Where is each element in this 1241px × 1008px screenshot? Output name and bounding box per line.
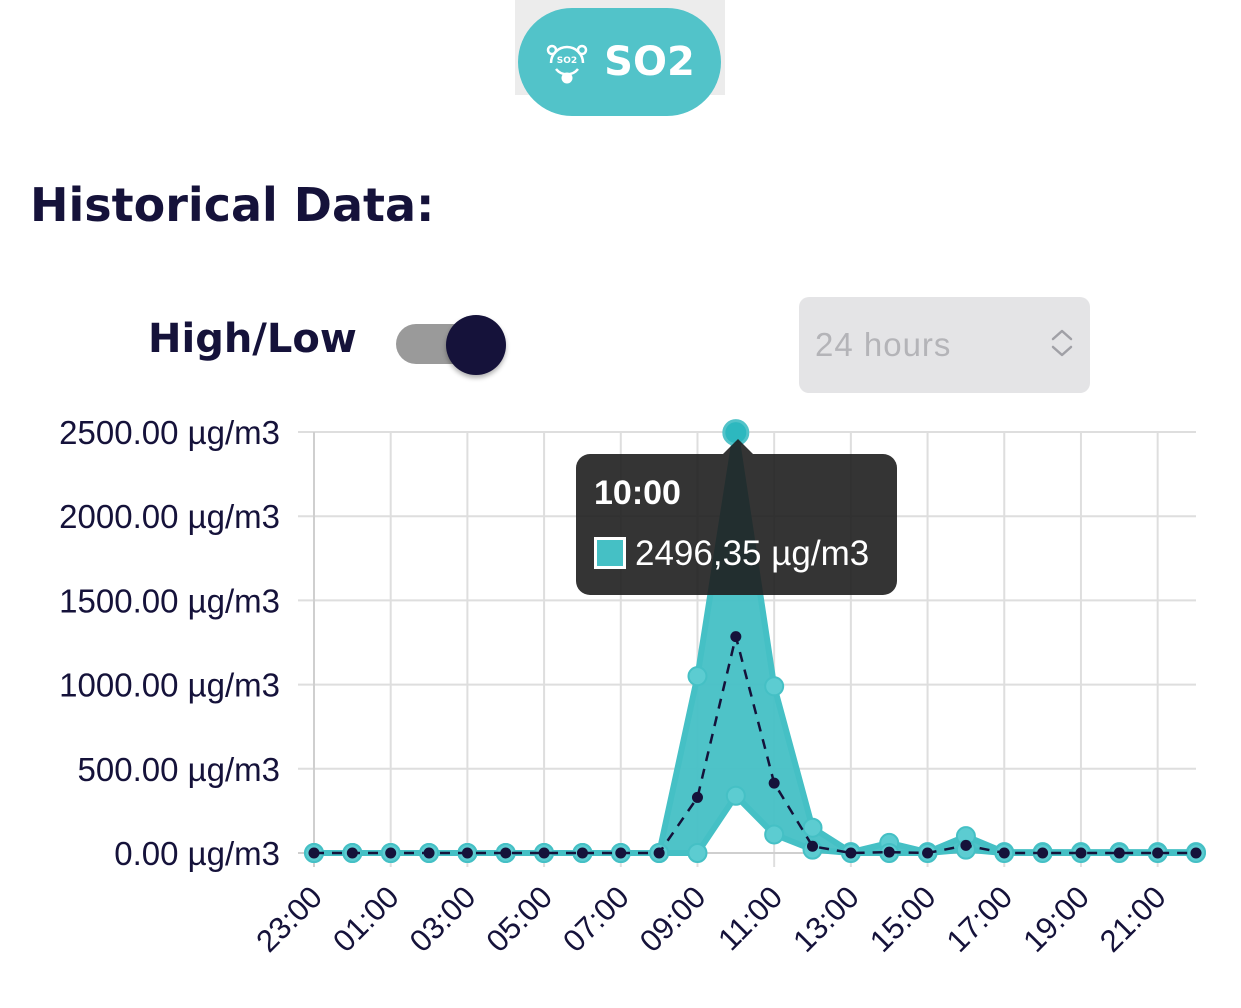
x-tick-label: 17:00 xyxy=(940,879,1020,959)
pollutant-tab-label: SO2 xyxy=(604,39,695,85)
average-point xyxy=(653,847,665,859)
average-point xyxy=(423,847,435,859)
time-range-value: 24 hours xyxy=(815,326,952,363)
x-tick-label: 19:00 xyxy=(1016,879,1096,959)
average-point xyxy=(576,847,588,859)
low-point xyxy=(764,824,785,845)
tooltip-swatch xyxy=(594,537,626,569)
toggle-knob[interactable] xyxy=(446,315,506,375)
average-point xyxy=(730,631,742,643)
average-point xyxy=(845,847,857,859)
y-tick-label: 2500.00 µg/m3 xyxy=(59,414,280,451)
so2-icon-text: SO2 xyxy=(557,56,577,66)
average-point xyxy=(346,847,358,859)
high-low-toggle-label: High/Low xyxy=(148,316,357,362)
historical-data-chart[interactable]: 0.00 µg/m3 500.00 µg/m3 1000.00 µg/m3 1500.… xyxy=(0,400,1241,1008)
x-tick-label: 15:00 xyxy=(863,879,943,959)
average-point xyxy=(1037,847,1049,859)
high-low-toggle[interactable] xyxy=(396,315,508,375)
x-tick-label: 23:00 xyxy=(249,879,329,959)
tooltip-title: 10:00 xyxy=(594,474,681,512)
x-tick-label: 01:00 xyxy=(326,879,406,959)
x-tick-label: 13:00 xyxy=(786,879,866,959)
y-tick-label: 2000.00 µg/m3 xyxy=(59,498,280,535)
average-point xyxy=(1075,847,1087,859)
x-tick-label: 03:00 xyxy=(403,879,483,959)
chart-tooltip: 10:00 2496,35 µg/m3 xyxy=(576,439,897,595)
high-point xyxy=(764,676,785,697)
average-point xyxy=(960,839,972,851)
y-tick-label: 500.00 µg/m3 xyxy=(78,751,280,788)
x-tick-label: 05:00 xyxy=(479,879,559,959)
average-point xyxy=(1113,847,1125,859)
average-point xyxy=(998,847,1010,859)
average-point xyxy=(768,777,780,789)
average-point xyxy=(500,847,512,859)
high-point xyxy=(687,666,708,687)
section-title: Historical Data: xyxy=(30,178,435,232)
high-point xyxy=(802,817,823,838)
low-point xyxy=(725,785,746,806)
average-point xyxy=(308,847,320,859)
up-down-chevron-icon xyxy=(1050,328,1074,363)
x-tick-label: 11:00 xyxy=(711,879,789,957)
average-point xyxy=(461,847,473,859)
x-tick-label: 09:00 xyxy=(633,879,713,959)
tooltip-caret xyxy=(723,439,753,454)
y-tick-label: 1000.00 µg/m3 xyxy=(59,667,280,704)
y-tick-label: 1500.00 µg/m3 xyxy=(59,582,280,619)
tooltip-value: 2496,35 µg/m3 xyxy=(635,534,870,573)
average-point xyxy=(691,791,703,803)
time-range-select[interactable]: 24 hours xyxy=(799,297,1090,393)
average-point xyxy=(807,840,819,852)
average-point xyxy=(615,847,627,859)
low-point xyxy=(687,843,708,863)
average-point xyxy=(883,846,895,858)
average-point xyxy=(538,847,550,859)
average-point xyxy=(1152,847,1164,859)
average-point xyxy=(922,847,934,859)
pollutant-tab-so2[interactable]: SO2 SO2 xyxy=(518,8,721,116)
x-tick-label: 07:00 xyxy=(556,879,636,959)
x-tick-label: 21:00 xyxy=(1093,879,1173,959)
average-point xyxy=(1190,847,1202,859)
so2-molecule-icon: SO2 xyxy=(544,39,590,85)
average-point xyxy=(385,847,397,859)
y-tick-label: 0.00 µg/m3 xyxy=(114,835,280,872)
average-line xyxy=(314,636,1196,855)
